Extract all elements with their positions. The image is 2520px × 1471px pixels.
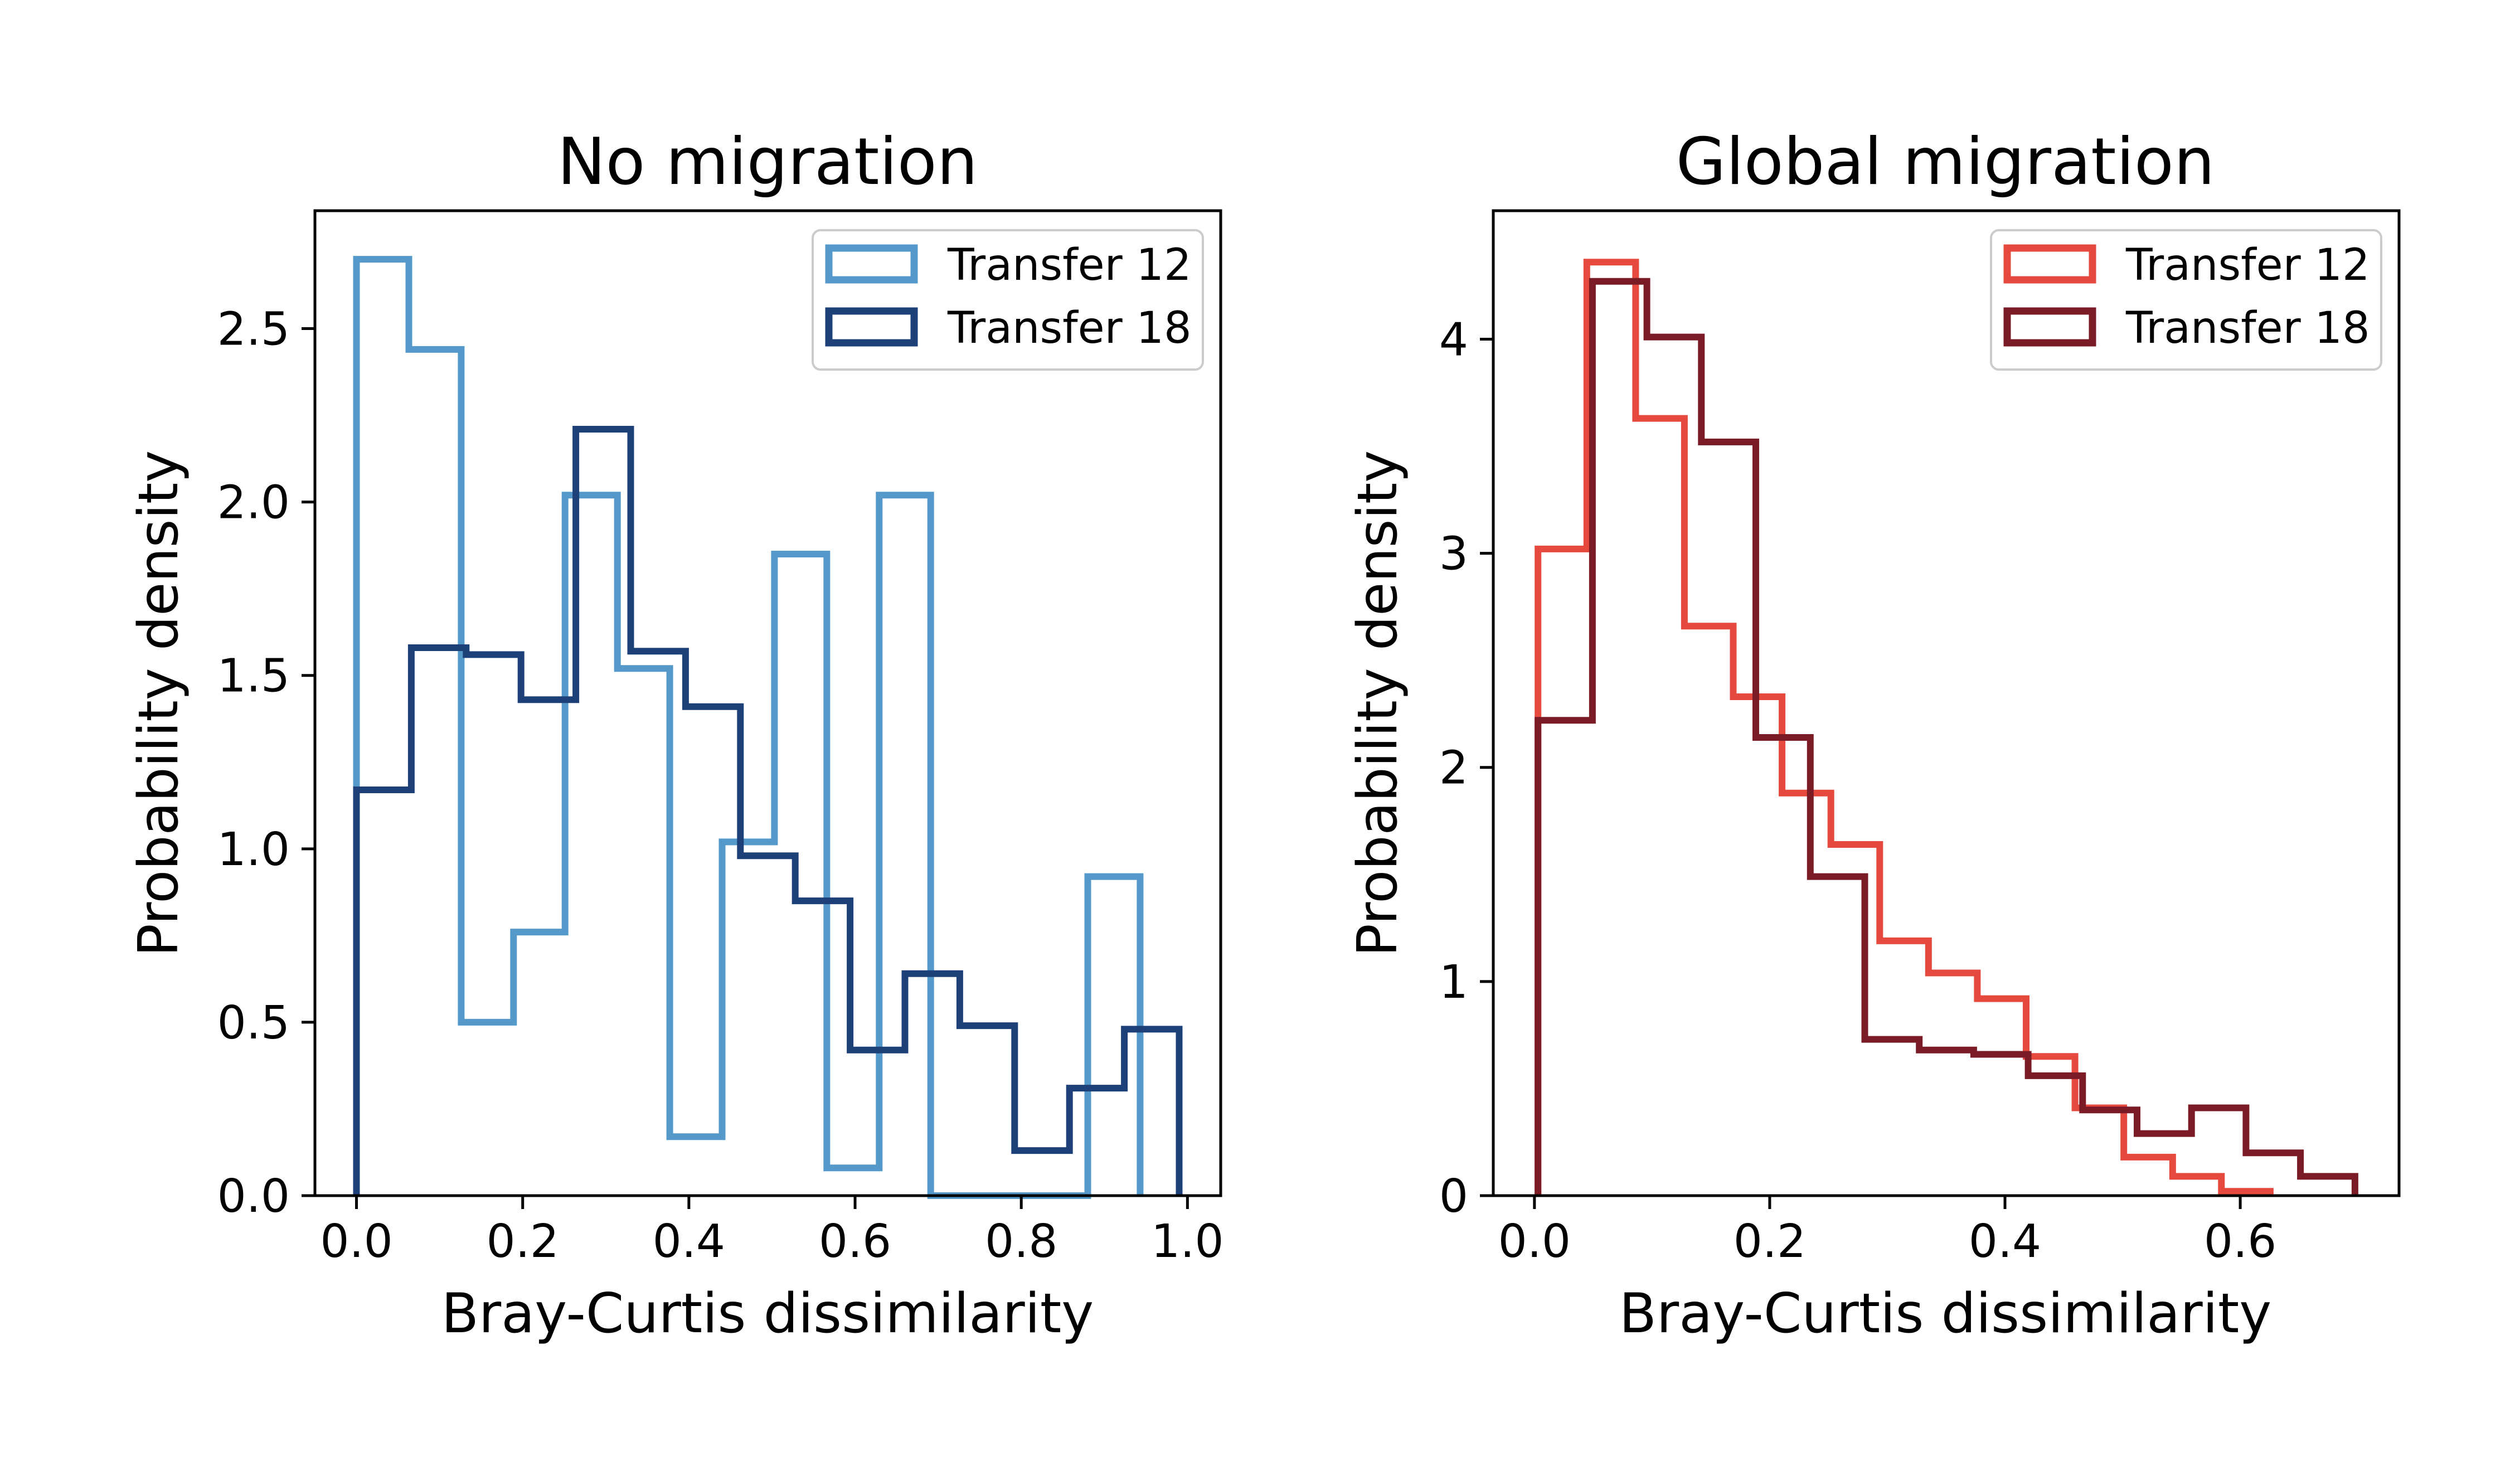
- legend-box: [812, 229, 1204, 371]
- histogram-series-line: [1535, 278, 2358, 1196]
- x-axis: 0.0 0.2 0.4 0.6: [1498, 1196, 2276, 1268]
- x-tick-label: 1.0: [1151, 1215, 1223, 1268]
- y-tick-label: 3: [1439, 528, 1468, 581]
- histogram-series-line: [1535, 259, 2274, 1196]
- x-tick-label: 0.4: [653, 1215, 725, 1268]
- y-tick-label: 2.0: [217, 477, 290, 530]
- x-tick-label: 0.8: [985, 1215, 1057, 1268]
- y-axis-label: Probability density: [127, 450, 191, 957]
- y-tick-label: 2: [1439, 742, 1468, 795]
- legend-swatch: [825, 307, 918, 347]
- y-tick-label: 1.5: [217, 650, 290, 703]
- panel-global-migration: Global migration 0.0 0.2 0.4 0.6 0 1 2 3 4 Bray…: [1346, 124, 2401, 1346]
- y-tick-label: 0.0: [217, 1170, 290, 1223]
- y-tick-label: 1.0: [217, 823, 290, 876]
- legend-swatch: [825, 244, 918, 284]
- legend: Transfer 12 Transfer 18: [1990, 229, 2382, 371]
- legend-swatch: [2003, 307, 2096, 347]
- legend-label: Transfer 18: [2125, 303, 2370, 353]
- legend-label: Transfer 12: [2125, 240, 2370, 290]
- legend-swatch: [2003, 244, 2096, 284]
- x-tick-label: 0.4: [1969, 1215, 2041, 1268]
- y-tick-label: 0.5: [217, 997, 290, 1050]
- y-axis: 0.0 0.5 1.0 1.5 2.0 2.5: [217, 303, 315, 1223]
- y-tick-label: 4: [1439, 313, 1468, 366]
- y-tick-label: 1: [1439, 956, 1468, 1009]
- x-axis-label: Bray-Curtis dissimilarity: [1619, 1282, 2272, 1346]
- legend-label: Transfer 12: [947, 240, 1192, 290]
- x-tick-label: 0.6: [2204, 1215, 2276, 1268]
- legend-box: [1990, 229, 2382, 371]
- y-axis: 0 1 2 3 4: [1439, 313, 1493, 1223]
- histogram-series-line: [353, 426, 1183, 1196]
- x-tick-label: 0.6: [819, 1215, 891, 1268]
- chart-title: Global migration: [1676, 124, 2215, 200]
- chart-title: No migration: [557, 124, 978, 200]
- y-tick-label: 0: [1439, 1170, 1468, 1223]
- x-tick-label: 0.0: [1498, 1215, 1571, 1268]
- x-axis: 0.0 0.2 0.4 0.6 0.8 1.0: [320, 1196, 1224, 1268]
- x-tick-label: 0.0: [320, 1215, 392, 1268]
- y-axis-label: Probability density: [1346, 450, 1410, 957]
- x-axis-label: Bray-Curtis dissimilarity: [441, 1282, 1094, 1346]
- x-tick-label: 0.2: [486, 1215, 559, 1268]
- legend: Transfer 12 Transfer 18: [812, 229, 1204, 371]
- series-layer: [1535, 259, 2358, 1196]
- x-tick-label: 0.2: [1734, 1215, 1806, 1268]
- legend-label: Transfer 18: [947, 303, 1192, 353]
- axes-frame: [1492, 209, 2401, 1197]
- y-tick-label: 2.5: [217, 303, 290, 356]
- panel-no-migration: No migration 0.0 0.2 0.4 0.6 0.8 1.0 0.0 0.5 1.…: [127, 124, 1224, 1346]
- axes-frame: [313, 209, 1222, 1197]
